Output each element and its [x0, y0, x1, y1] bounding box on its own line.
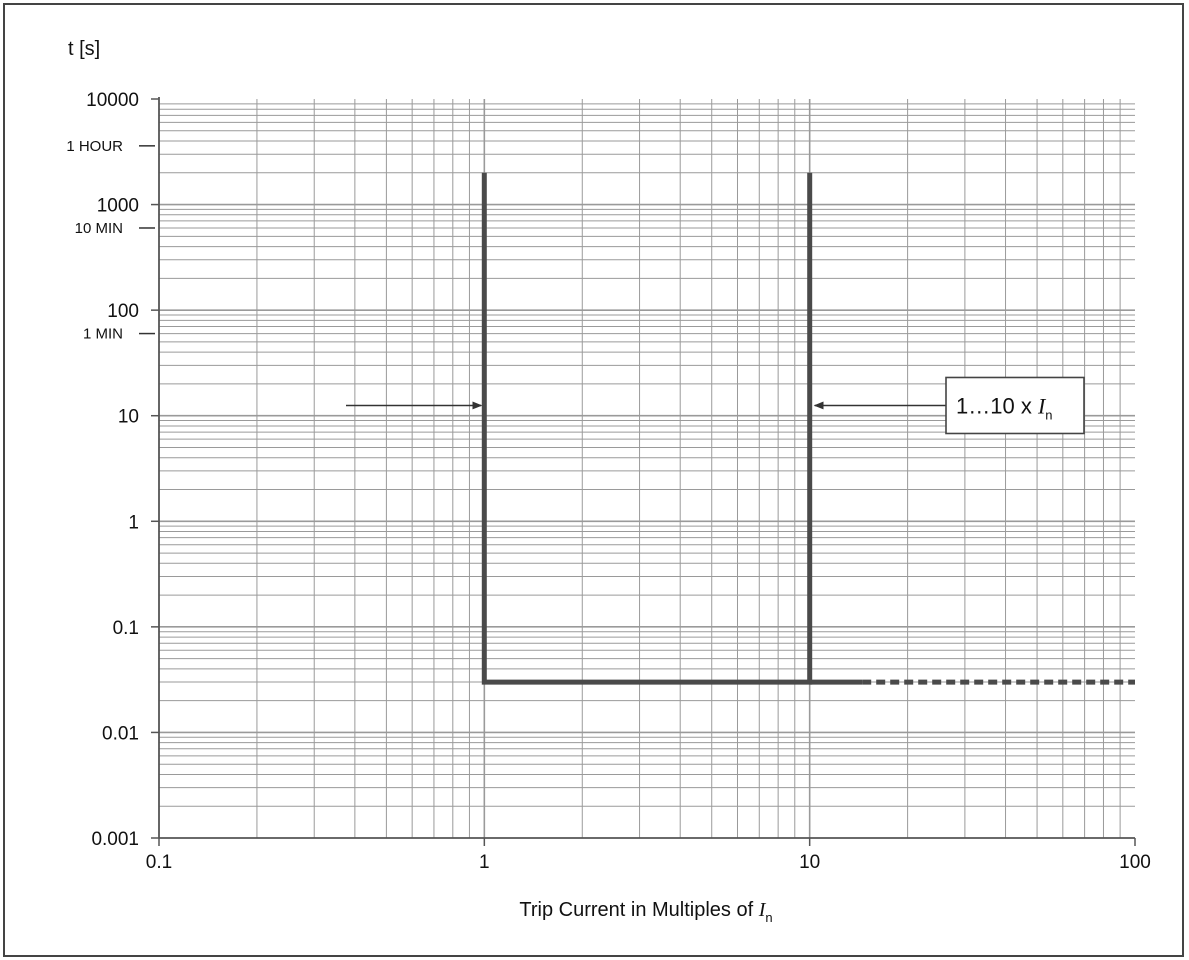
time-marker-label: 1 MIN — [83, 326, 123, 343]
y-tick-label: 0.1 — [113, 618, 139, 639]
x-tick-label: 10 — [799, 852, 820, 873]
series-layer — [481, 172, 1135, 685]
y-axis-label: t [s] — [68, 38, 100, 60]
time-marker-label: 10 MIN — [75, 220, 123, 237]
time-marker-label: 1 HOUR — [66, 138, 123, 155]
x-axis-label-symbol: I — [758, 899, 767, 921]
x-axis-label: Trip Current in Multiples of In — [519, 899, 772, 925]
chart-frame — [3, 3, 1184, 957]
y-tick-label: 1000 — [97, 196, 139, 217]
trip-curve — [481, 172, 813, 685]
annotation-symbol: I — [1037, 393, 1047, 418]
y-tick-label: 10 — [118, 407, 139, 428]
x-tick-label: 0.1 — [146, 852, 172, 873]
x-axis-label-subscript: n — [765, 910, 772, 925]
y-tick-label: 0.001 — [91, 829, 139, 850]
x-tick-label: 100 — [1119, 852, 1151, 873]
axes: 10000 1000 100 10 1 0.1 0.01 0.001 0.1 1 10 100 1 HO… — [66, 90, 1151, 873]
x-axis-label-text: Trip Current in Multiples of — [519, 899, 758, 921]
y-tick-label: 0.01 — [102, 723, 139, 744]
annotation-box — [945, 376, 1085, 435]
annotation-layer: 1…10 x In — [346, 376, 1085, 435]
annotation-subscript: n — [1045, 407, 1052, 422]
grid — [159, 99, 1135, 838]
annotation-label: 1…10 x In — [956, 393, 1053, 422]
y-tick-label: 1 — [128, 512, 139, 533]
y-tick-label: 100 — [107, 301, 139, 322]
y-tick-label: 10000 — [86, 90, 139, 111]
x-tick-label: 1 — [479, 852, 490, 873]
annotation-text: 1…10 x — [956, 393, 1038, 418]
